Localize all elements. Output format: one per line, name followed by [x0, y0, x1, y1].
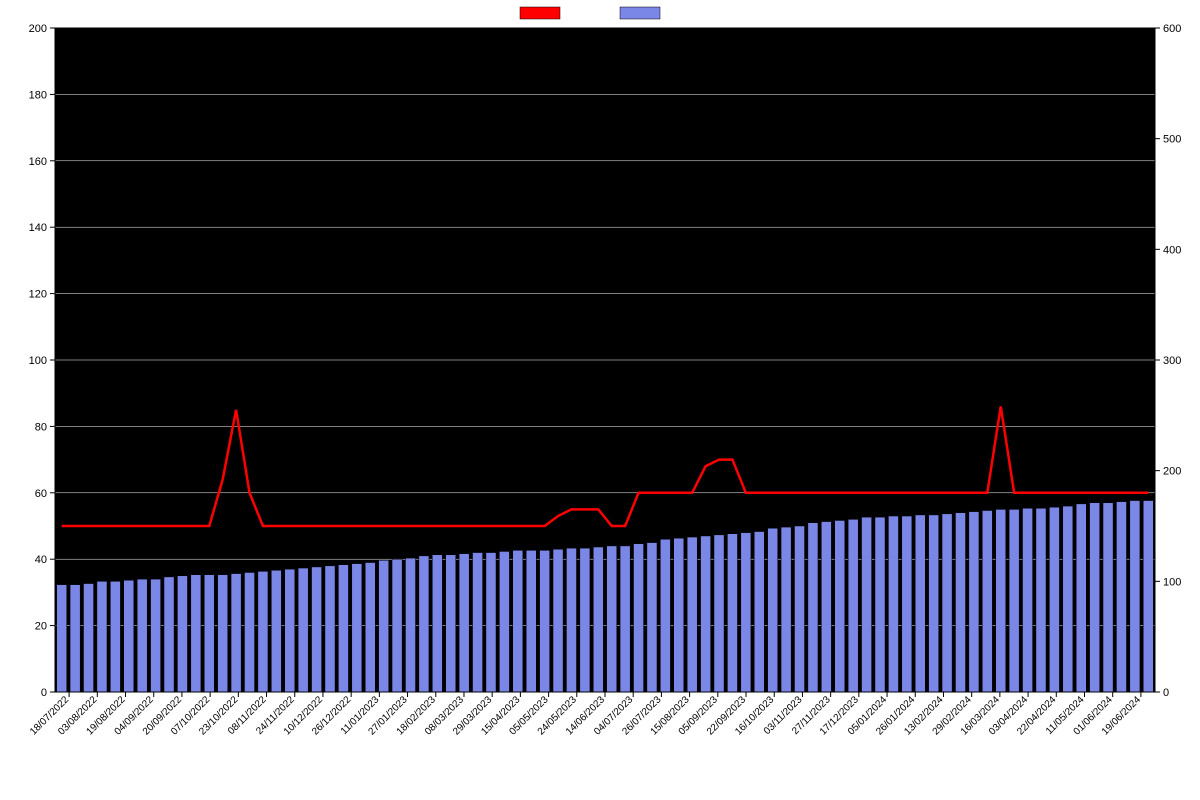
svg-text:80: 80 — [35, 421, 47, 433]
svg-text:500: 500 — [1163, 134, 1181, 146]
svg-text:0: 0 — [41, 687, 47, 699]
svg-text:60: 60 — [35, 488, 47, 500]
svg-text:300: 300 — [1163, 355, 1181, 367]
combo-chart: 0 20 40 60 80 100 120 140 160 180 200 0 100 200 300 400… — [0, 0, 1200, 800]
svg-text:120: 120 — [29, 289, 47, 301]
svg-text:200: 200 — [29, 23, 47, 35]
chart-container: 0 20 40 60 80 100 120 140 160 180 200 0 100 200 300 400… — [0, 0, 1200, 800]
svg-text:20: 20 — [35, 621, 47, 633]
svg-text:100: 100 — [29, 355, 47, 367]
svg-text:400: 400 — [1163, 244, 1181, 256]
svg-text:200: 200 — [1163, 466, 1181, 478]
svg-text:160: 160 — [29, 156, 47, 168]
svg-text:180: 180 — [29, 89, 47, 101]
svg-text:140: 140 — [29, 222, 47, 234]
svg-text:600: 600 — [1163, 23, 1181, 35]
svg-text:40: 40 — [35, 554, 47, 566]
svg-text:100: 100 — [1163, 576, 1181, 588]
svg-text:0: 0 — [1163, 687, 1169, 699]
